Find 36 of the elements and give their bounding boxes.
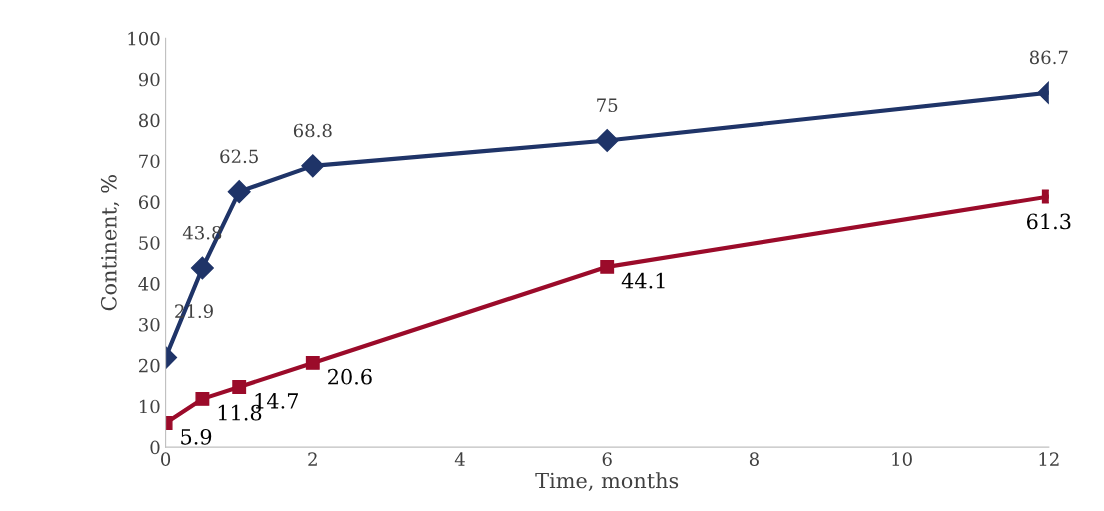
y-tick-label: 80 [138,113,160,128]
data-label: 5.9 [181,428,212,445]
x-tick-label: 8 [749,452,759,466]
y-tick-label: 60 [138,195,160,209]
point [232,380,247,394]
y-tick-label: 50 [139,236,160,250]
x-tick-label: 2 [308,452,317,466]
y-tick-label: 100 [128,31,160,46]
y-tick-label: 90 [138,72,160,87]
data-label: 61.3 [1027,213,1071,230]
x-tick-label: 6 [602,452,612,466]
x-tick-label: 10 [892,452,912,466]
y-tick-label: 70 [139,154,160,169]
point [595,129,619,153]
point [600,259,615,274]
point [227,180,251,204]
y-tick-label: 0 [150,440,160,455]
x-axis-title: Time, months [535,472,679,491]
point [305,355,320,370]
y-tick-label: 20 [138,358,160,373]
point [195,391,210,406]
data-label: 44.1 [621,272,665,289]
data-label: 68.8 [293,123,332,138]
x-tick-label: 12 [1039,452,1059,466]
x-tick-label: 0 [161,452,171,466]
x-tick-label: 4 [454,452,465,466]
data-label: 86.7 [1029,50,1068,65]
data-label: 75 [597,98,618,113]
y-axis-title: Continent, % [100,175,120,311]
point [301,154,325,178]
data-label: 62.5 [220,149,258,164]
y-tick-label: 10 [139,399,160,414]
y-tick-label: 40 [138,277,160,291]
data-label: 20.6 [328,368,372,385]
y-tick-label: 30 [139,317,160,332]
point [190,256,214,280]
